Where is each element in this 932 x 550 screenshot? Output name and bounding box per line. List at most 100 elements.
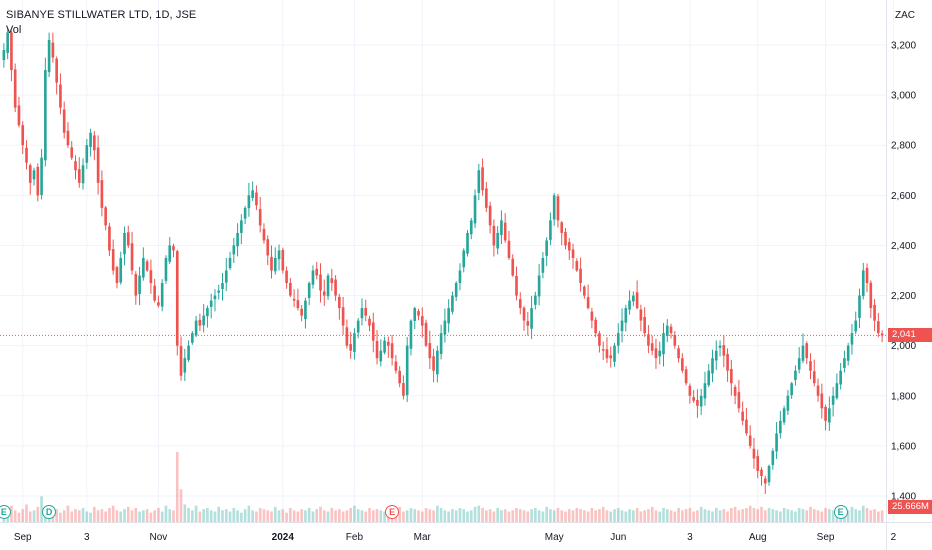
volume-bar: [485, 510, 488, 522]
volume-bar: [737, 510, 741, 522]
candle: [289, 277, 292, 298]
candle: [503, 213, 507, 243]
y-tick-label: 2,800: [891, 141, 916, 152]
volume-bar: [319, 506, 322, 522]
volume-bar: [496, 508, 499, 522]
candle: [537, 264, 541, 306]
volume-bar: [684, 509, 688, 522]
candlestick-series: [2, 28, 884, 494]
volume-bar: [198, 511, 202, 522]
candle: [564, 227, 567, 250]
volume-bar: [699, 506, 703, 522]
candle: [522, 306, 526, 331]
candle: [794, 365, 797, 386]
candle: [383, 336, 386, 355]
volume-bar: [775, 510, 778, 522]
volume-bar: [371, 510, 375, 522]
volume-bar: [583, 510, 586, 522]
volume-bar: [157, 508, 160, 522]
volume-bar: [277, 510, 281, 522]
candle: [805, 341, 809, 365]
volume-bar: [861, 505, 865, 522]
dividend-marker[interactable]: D: [42, 505, 57, 519]
volume-bar: [70, 511, 74, 522]
candle: [684, 366, 688, 386]
candle: [782, 405, 786, 425]
candle: [609, 346, 613, 368]
candle: [699, 388, 703, 415]
earnings-marker[interactable]: E: [0, 505, 11, 519]
earnings-marker[interactable]: E: [833, 505, 848, 519]
candle: [62, 101, 66, 139]
volume-bar: [692, 511, 695, 522]
candle: [77, 157, 81, 188]
symbol-title[interactable]: SIBANYE STILLWATER LTD, 1D, JSE: [6, 9, 197, 21]
volume-bar: [458, 508, 462, 522]
y-tick-label: 2,200: [891, 291, 916, 302]
candle: [458, 263, 462, 291]
candle: [281, 247, 285, 274]
volume-bar: [703, 509, 707, 522]
volume-bar: [473, 506, 477, 522]
volume-bar: [179, 489, 183, 522]
volume-bar: [21, 509, 25, 522]
candle: [307, 281, 311, 306]
volume-bar: [707, 510, 711, 522]
candle: [534, 291, 537, 310]
candle: [258, 196, 262, 233]
candle: [206, 305, 209, 328]
y-tick-label: 1,600: [891, 441, 916, 452]
candle: [454, 281, 458, 302]
candle: [360, 298, 364, 326]
earnings-marker[interactable]: E: [385, 505, 400, 519]
volume-bar: [696, 510, 699, 522]
volume-bar: [662, 508, 665, 522]
candle: [726, 348, 729, 382]
volume-bar: [409, 508, 413, 522]
candle: [526, 311, 530, 336]
candle: [319, 263, 322, 303]
volume-bar: [338, 509, 341, 522]
volume-bar: [846, 510, 850, 522]
candle: [338, 293, 341, 320]
candle: [183, 348, 187, 381]
candle: [677, 345, 680, 363]
volume-indicator-label[interactable]: Vol: [6, 24, 22, 36]
currency-label[interactable]: ZAC: [895, 10, 915, 21]
candle: [560, 221, 564, 246]
volume-bar: [285, 512, 288, 522]
volume-bar: [115, 510, 119, 522]
candle: [839, 362, 842, 390]
candle: [255, 185, 258, 211]
volume-bar: [564, 511, 567, 522]
volume-bar: [854, 509, 858, 522]
candle: [424, 319, 428, 347]
candle: [692, 390, 695, 403]
candle: [790, 381, 793, 399]
candle: [74, 155, 77, 180]
candle: [409, 319, 413, 356]
volume-bar: [330, 508, 334, 522]
candle: [371, 312, 375, 353]
candle: [843, 350, 846, 373]
volume-bar: [383, 511, 386, 522]
volume-bar: [850, 506, 854, 522]
volume-bar: [217, 506, 221, 522]
price-axis[interactable]: 1,400 1,600 1,800 2,000 2,200 2,400 2,600 2,800…: [886, 0, 917, 550]
candle: [2, 43, 6, 68]
time-axis[interactable]: Sep3Nov2024FebMarMayJun3AugSep2Nov: [0, 522, 932, 544]
candle: [334, 275, 337, 301]
volume-bar: [28, 511, 32, 522]
volume-bar: [794, 511, 797, 522]
volume-bar: [726, 511, 729, 522]
candle: [714, 340, 718, 370]
volume-bar: [360, 510, 364, 522]
candle: [36, 163, 40, 202]
volume-bar: [206, 508, 209, 522]
volume-bar: [307, 508, 311, 522]
volume-bar: [96, 510, 100, 522]
volume-bar: [741, 509, 744, 522]
candle: [134, 271, 138, 305]
volume-bar: [209, 510, 213, 522]
